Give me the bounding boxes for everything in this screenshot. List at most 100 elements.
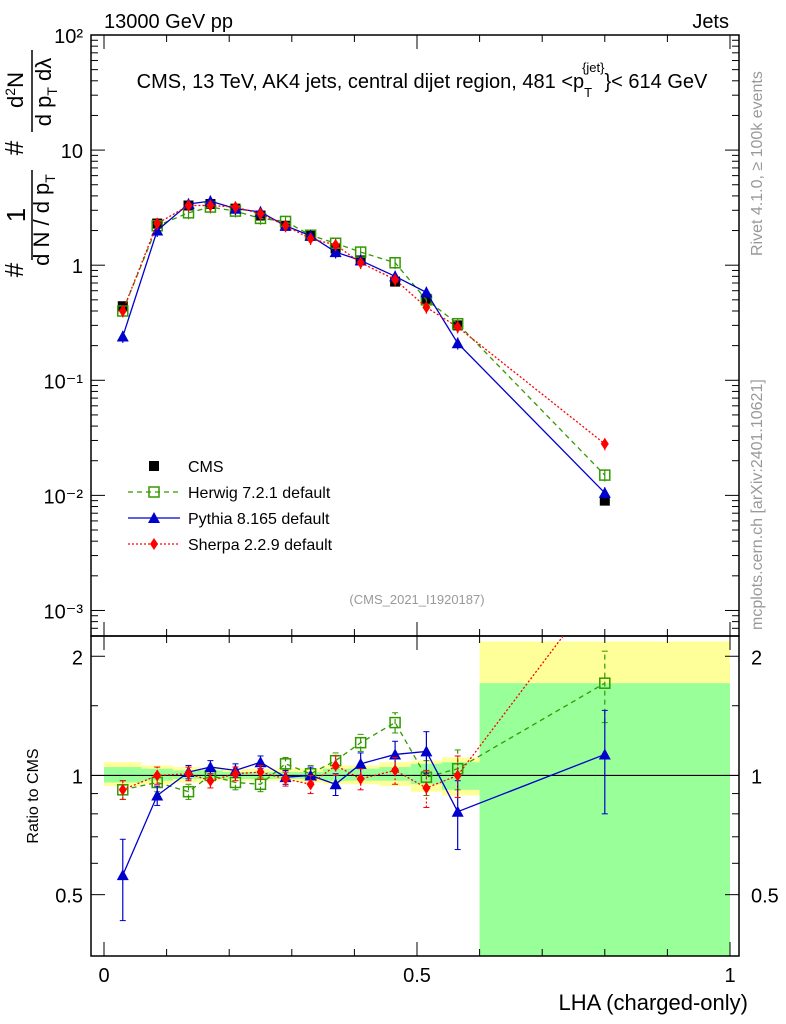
ratio-point bbox=[151, 789, 164, 801]
ratio-series-3 bbox=[118, 575, 609, 809]
svg-text:d2N: d2N bbox=[2, 72, 28, 108]
ratio-point bbox=[204, 761, 217, 773]
ratio-point bbox=[118, 783, 127, 796]
y-tick-label: 10² bbox=[54, 26, 83, 48]
y-tick-label: 10⁻¹ bbox=[44, 371, 84, 393]
data-point bbox=[118, 304, 127, 317]
legend-marker bbox=[150, 538, 158, 550]
data-point bbox=[329, 246, 342, 258]
svg-text:d N / d pT: d N / d pT bbox=[29, 174, 58, 266]
svg-text:#: # bbox=[0, 262, 29, 277]
data-point bbox=[389, 256, 401, 269]
data-point bbox=[153, 217, 162, 230]
series-2 bbox=[116, 195, 611, 500]
series-1 bbox=[117, 201, 611, 482]
ratio-point bbox=[329, 778, 342, 790]
ratio-point bbox=[453, 769, 462, 782]
ratio-tick-label-left: 1 bbox=[72, 766, 83, 788]
ratio-point bbox=[420, 745, 433, 757]
ratio-point bbox=[391, 764, 400, 777]
ratio-point bbox=[281, 772, 290, 785]
legend-label: Sherpa 2.2.9 default bbox=[188, 537, 333, 554]
ratio-point bbox=[331, 759, 340, 772]
ratio-line bbox=[122, 636, 564, 791]
x-tick-label: 0.5 bbox=[403, 965, 431, 987]
y-axis-label-top: # 1 d N / d pT # d2N d pT dλ bbox=[0, 50, 60, 277]
band-green bbox=[201, 770, 223, 779]
data-point bbox=[600, 437, 609, 450]
series-3 bbox=[118, 199, 609, 451]
ratio-point bbox=[254, 756, 267, 768]
legend-marker bbox=[148, 512, 160, 523]
ratio-point bbox=[389, 716, 401, 729]
series-line bbox=[122, 204, 606, 445]
ratio-line bbox=[122, 750, 606, 876]
ratio-point bbox=[422, 781, 431, 794]
legend-label: Herwig 7.2.1 default bbox=[188, 485, 331, 502]
ratio-point bbox=[153, 769, 162, 782]
ratio-point bbox=[206, 774, 215, 787]
ratio-point bbox=[306, 778, 315, 791]
data-point bbox=[231, 201, 240, 214]
legend-entry: Sherpa 2.2.9 default bbox=[128, 537, 333, 554]
data-point bbox=[331, 238, 340, 251]
ratio-point bbox=[356, 772, 365, 785]
ratio-point bbox=[598, 748, 611, 760]
ratio-point bbox=[279, 758, 292, 770]
ratio-tick-label-right: 0.5 bbox=[751, 886, 779, 908]
ratio-point bbox=[599, 677, 611, 689]
band-green bbox=[348, 768, 380, 781]
ratio-line bbox=[122, 682, 606, 793]
data-point bbox=[422, 301, 431, 314]
ratio-tick-label-left: 2 bbox=[72, 647, 83, 669]
ratio-tick-label-right: 1 bbox=[751, 766, 762, 788]
side-label-rivet: Rivet 4.1.0, ≥ 100k events bbox=[749, 71, 766, 256]
data-point bbox=[599, 469, 611, 481]
svg-text:1: 1 bbox=[1, 208, 31, 222]
y-tick-label: 10⁻³ bbox=[44, 601, 84, 623]
ratio-point bbox=[451, 805, 464, 817]
ratio-series bbox=[116, 575, 611, 922]
data-point bbox=[281, 219, 290, 232]
ratio-point bbox=[184, 767, 193, 780]
axis-ticks: 0 0.5 1 10⁻³ 10⁻² 10⁻¹ 1 10 10² 0.5 0.5 1 1 2 2 bbox=[44, 26, 779, 987]
legend: CMS Herwig 7.2.1 default Pythia 8.165 defa… bbox=[128, 459, 333, 554]
ratio-point bbox=[182, 785, 195, 798]
svg-text:#: # bbox=[0, 140, 29, 155]
ratio-point bbox=[354, 736, 367, 749]
ratio-point bbox=[354, 757, 367, 769]
x-tick-label: 1 bbox=[724, 965, 735, 987]
data-point bbox=[206, 199, 215, 212]
side-label-mcplots: mcplots.cern.ch [arXiv:2401.10621] bbox=[749, 379, 766, 630]
data-point bbox=[453, 321, 462, 334]
legend-marker bbox=[148, 486, 160, 498]
data-point bbox=[598, 486, 611, 498]
ratio-uncertainty-bands bbox=[104, 641, 730, 956]
ratio-point bbox=[256, 766, 265, 779]
ratio-point bbox=[116, 869, 129, 881]
svg-text:d pT dλ: d pT dλ bbox=[31, 58, 60, 127]
header-left: 13000 GeV pp bbox=[104, 11, 233, 33]
band-green bbox=[104, 767, 142, 783]
data-point bbox=[184, 199, 193, 212]
legend-label: CMS bbox=[188, 459, 224, 476]
ratio-panel-frame bbox=[90, 635, 740, 957]
series-line bbox=[122, 200, 606, 494]
data-point bbox=[256, 207, 265, 220]
y-tick-label: 10 bbox=[61, 141, 83, 163]
legend-entry: Herwig 7.2.1 default bbox=[128, 485, 331, 502]
legend-entry: CMS bbox=[149, 459, 224, 476]
data-point bbox=[451, 337, 464, 349]
ratio-point bbox=[389, 748, 402, 760]
y-axis-label-bottom: Ratio to CMS bbox=[25, 748, 42, 843]
series-line bbox=[122, 206, 606, 476]
ratio-tick-label-left: 0.5 bbox=[55, 886, 83, 908]
data-point bbox=[599, 495, 610, 506]
ratio-tick-label-right: 2 bbox=[751, 647, 762, 669]
data-point bbox=[391, 273, 400, 286]
chart-title: CMS, 13 TeV, AK4 jets, central dijet reg… bbox=[137, 60, 708, 100]
x-tick-label: 0 bbox=[98, 965, 109, 987]
ratio-point bbox=[601, 575, 609, 587]
ratio-point bbox=[231, 767, 240, 780]
data-point bbox=[116, 330, 129, 342]
